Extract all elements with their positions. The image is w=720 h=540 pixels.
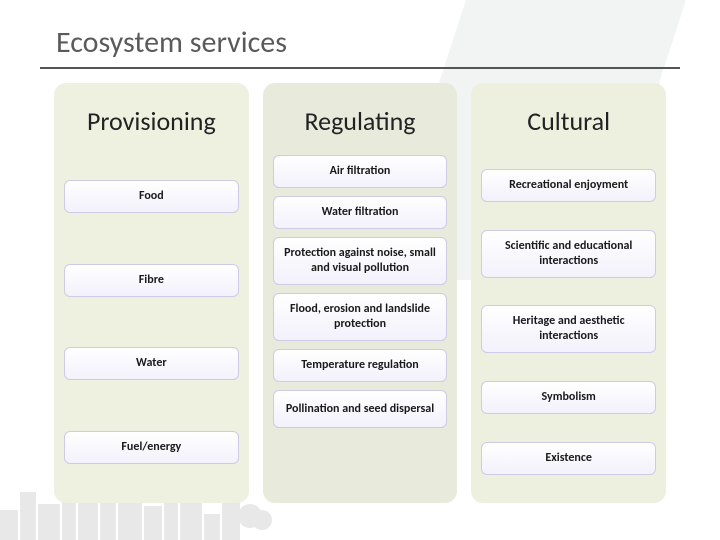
item-regulating-0: Air filtration: [273, 155, 448, 188]
columns-container: Provisioning Food Fibre Water Fuel/energy Reg…: [0, 83, 720, 503]
column-header-cultural: Cultural: [481, 105, 656, 137]
column-header-regulating: Regulating: [273, 105, 448, 137]
page-title: Ecosystem services: [0, 0, 720, 67]
item-provisioning-0: Food: [64, 180, 239, 213]
column-items-provisioning: Food Fibre Water Fuel/energy: [64, 155, 239, 489]
item-cultural-2: Heritage and aesthetic interactions: [481, 305, 656, 353]
item-regulating-5: Pollination and seed dispersal: [273, 390, 448, 428]
item-provisioning-3: Fuel/energy: [64, 431, 239, 464]
item-cultural-1: Scientific and educational interactions: [481, 230, 656, 278]
item-cultural-4: Existence: [481, 442, 656, 475]
item-provisioning-2: Water: [64, 347, 239, 380]
item-provisioning-1: Fibre: [64, 264, 239, 297]
item-regulating-1: Water filtration: [273, 196, 448, 229]
column-cultural: Cultural Recreational enjoyment Scientific…: [471, 83, 666, 503]
item-regulating-3: Flood, erosion and landslide protection: [273, 293, 448, 341]
column-provisioning: Provisioning Food Fibre Water Fuel/energy: [54, 83, 249, 503]
item-regulating-2: Protection against noise, small and visu…: [273, 237, 448, 285]
column-regulating: Regulating Air filtration Water filtration…: [263, 83, 458, 503]
item-cultural-0: Recreational enjoyment: [481, 169, 656, 202]
column-header-provisioning: Provisioning: [64, 105, 239, 137]
title-underline: [40, 67, 680, 69]
column-items-regulating: Air filtration Water filtration Protection…: [273, 155, 448, 489]
item-regulating-4: Temperature regulation: [273, 349, 448, 382]
column-items-cultural: Recreational enjoyment Scientific and edu…: [481, 155, 656, 489]
item-cultural-3: Symbolism: [481, 381, 656, 414]
